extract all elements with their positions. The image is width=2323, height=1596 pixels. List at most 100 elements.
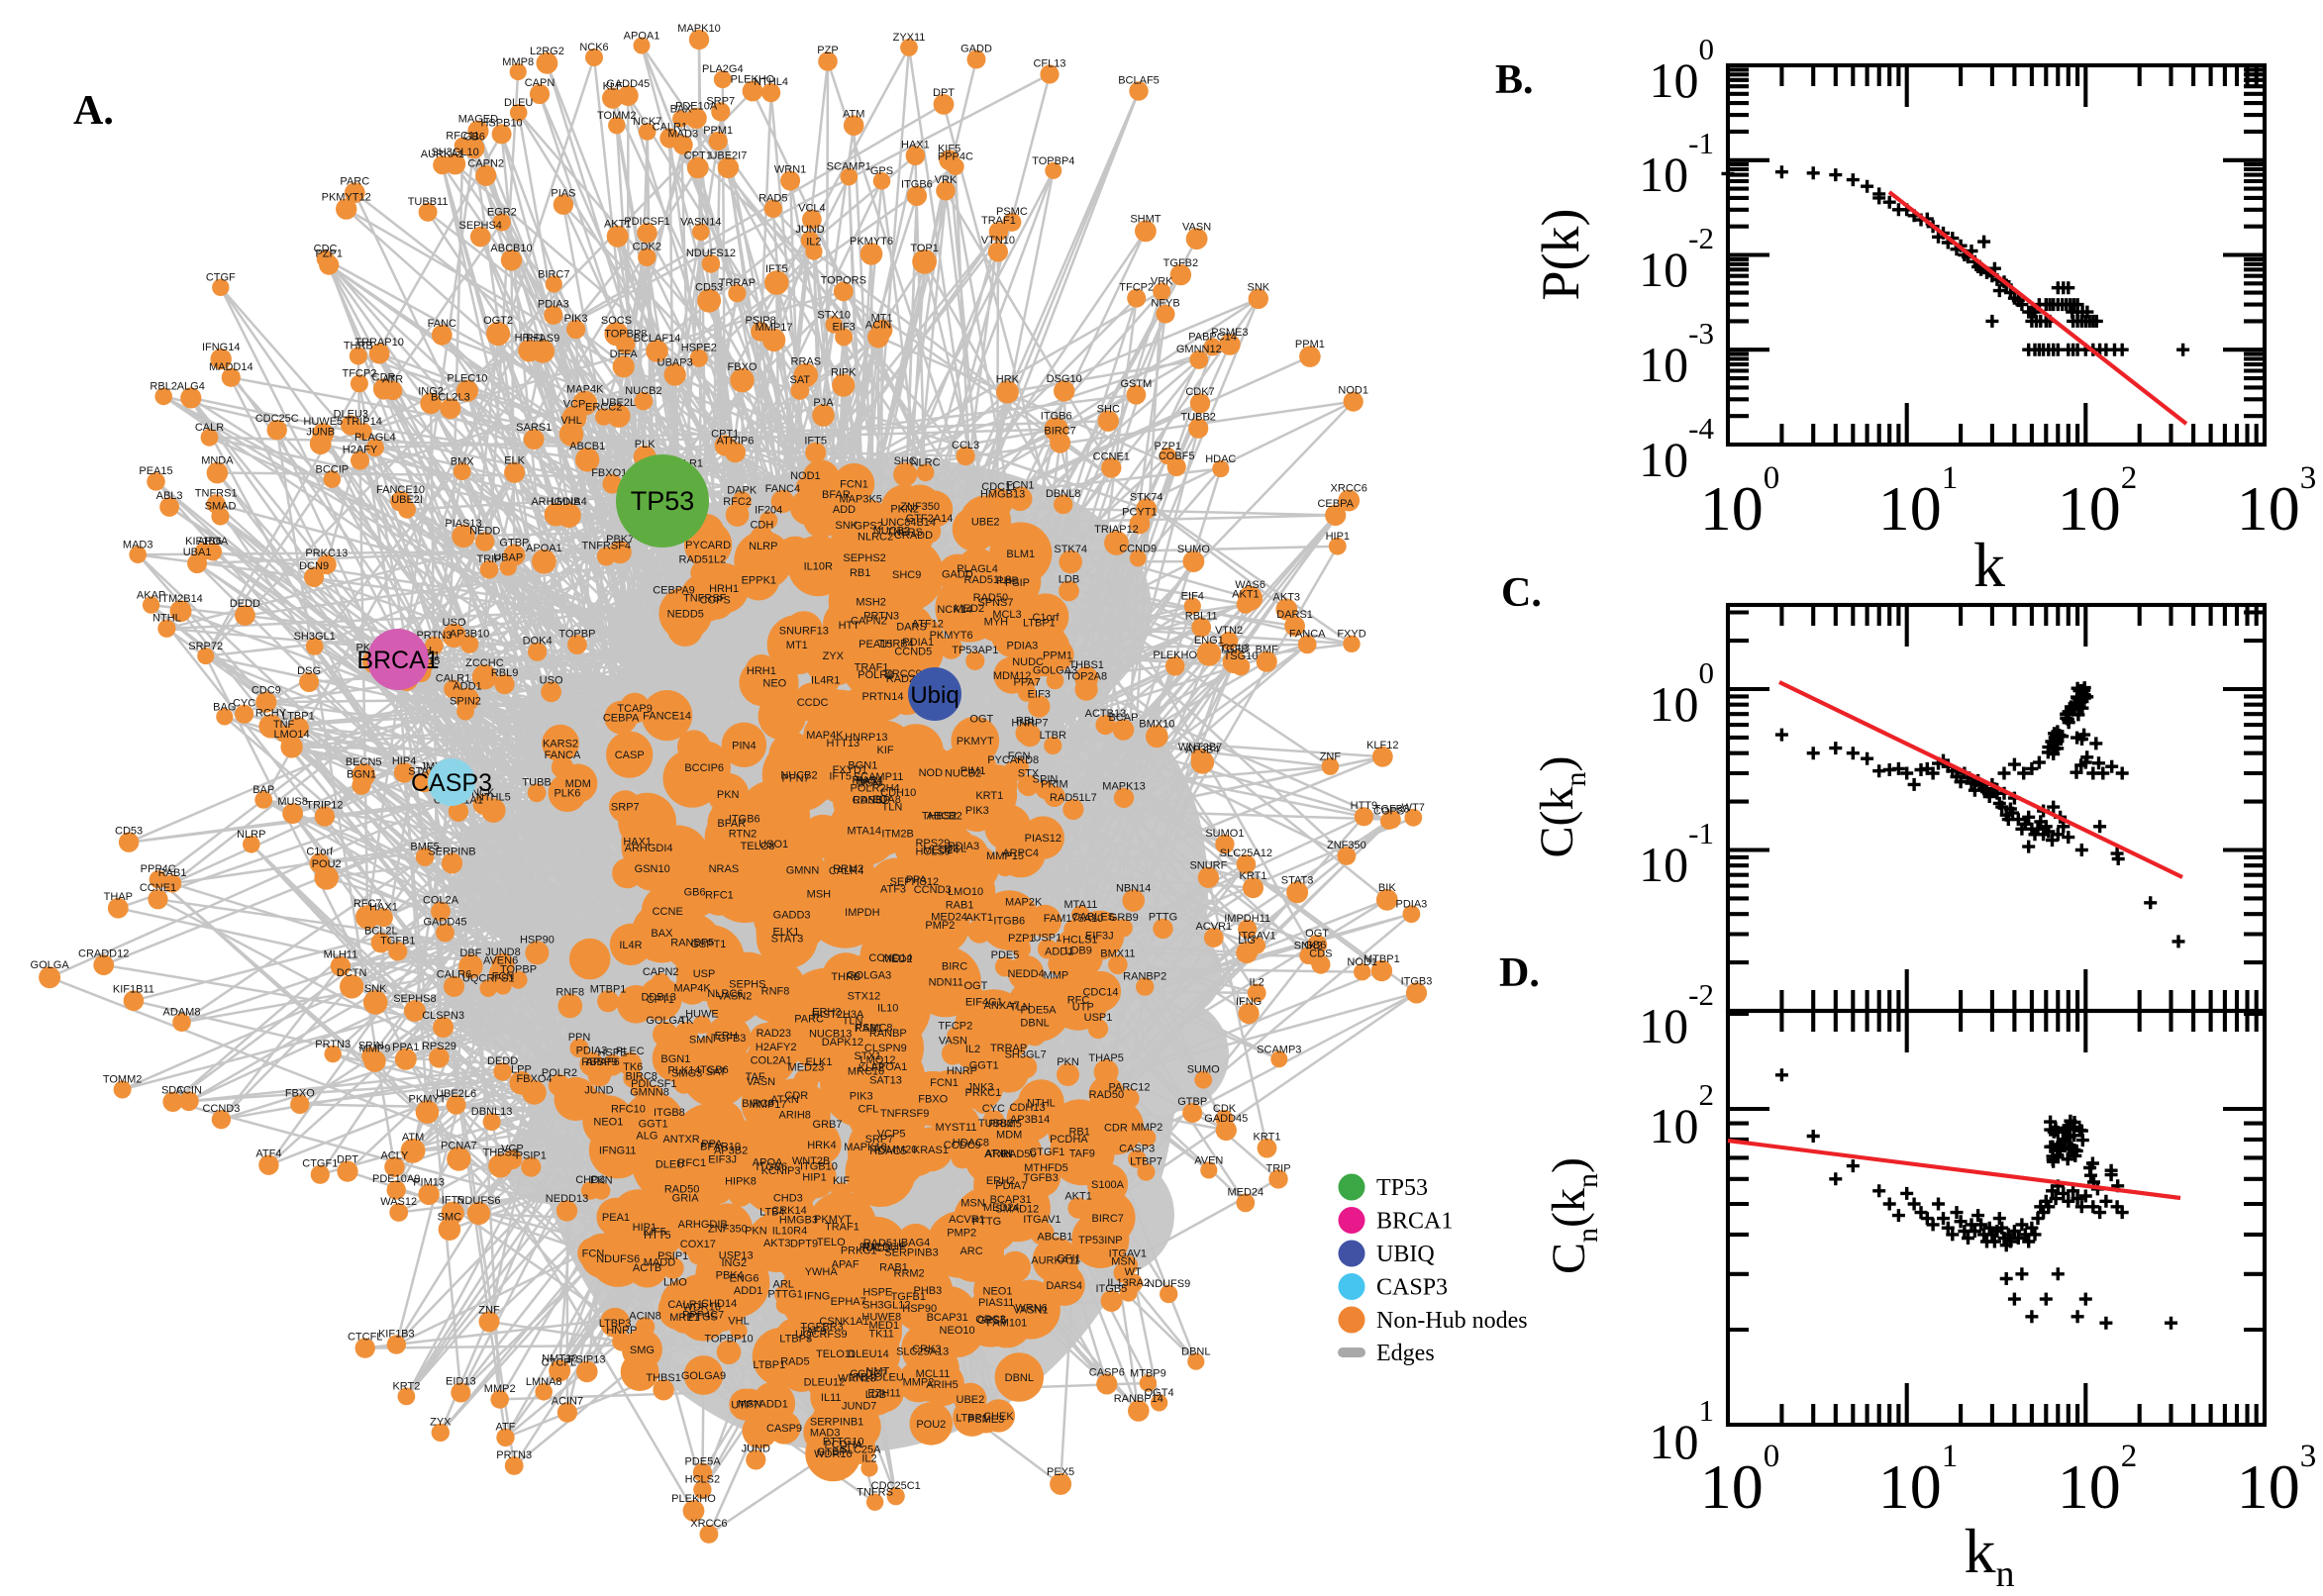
svg-text:IL10: IL10 <box>877 1003 898 1015</box>
svg-text:UBAP3: UBAP3 <box>657 356 693 368</box>
svg-text:AVEN: AVEN <box>1194 1154 1223 1166</box>
svg-text:ATF: ATF <box>496 1422 516 1434</box>
svg-text:FANCE10: FANCE10 <box>376 484 425 496</box>
svg-text:ADD1: ADD1 <box>759 1399 788 1411</box>
svg-text:ING2: ING2 <box>418 386 444 398</box>
svg-text:NTHL5: NTHL5 <box>476 791 511 803</box>
svg-text:UTP7: UTP7 <box>731 1400 758 1412</box>
svg-text:TP53: TP53 <box>1376 1175 1428 1201</box>
svg-text:ARIH5: ARIH5 <box>926 1379 958 1391</box>
svg-text:EIF3J: EIF3J <box>1085 931 1114 943</box>
svg-text:DAPK12: DAPK12 <box>822 1037 863 1048</box>
svg-text:SHC: SHC <box>1097 404 1120 416</box>
svg-text:RFC: RFC <box>1067 995 1090 1007</box>
svg-text:ELK: ELK <box>504 455 525 467</box>
svg-text:COBF5: COBF5 <box>1159 450 1195 462</box>
svg-text:XRCC6: XRCC6 <box>1331 483 1367 495</box>
svg-text:PDE10A: PDE10A <box>675 101 718 113</box>
svg-text:UQCRFS9: UQCRFS9 <box>795 1329 848 1341</box>
svg-text:SPIN: SPIN <box>358 1040 384 1051</box>
svg-text:IL2: IL2 <box>965 1044 980 1055</box>
svg-text:MADD: MADD <box>644 1256 675 1268</box>
svg-text:Edges: Edges <box>1376 1341 1435 1366</box>
svg-text:WDR16: WDR16 <box>814 1448 853 1460</box>
svg-text:PDIA3: PDIA3 <box>538 299 569 311</box>
svg-text:CPT1: CPT1 <box>684 150 712 162</box>
svg-text:ACLY: ACLY <box>380 1150 409 1162</box>
svg-text:RBL2: RBL2 <box>150 381 177 393</box>
svg-text:TRIP12: TRIP12 <box>306 799 343 811</box>
svg-text:ALG4: ALG4 <box>177 380 205 392</box>
svg-text:BIRC8: BIRC8 <box>625 1070 656 1082</box>
svg-text:VCL4: VCL4 <box>798 203 826 215</box>
svg-text:UBAP: UBAP <box>493 552 523 564</box>
svg-text:ITGB6: ITGB6 <box>901 179 933 191</box>
svg-text:SEPHS12: SEPHS12 <box>890 876 940 888</box>
svg-text:RANBP: RANBP <box>869 1028 907 1040</box>
svg-text:NDUFS9: NDUFS9 <box>1147 1278 1190 1290</box>
svg-text:DLEU: DLEU <box>656 1159 684 1171</box>
svg-text:H2AFY: H2AFY <box>343 445 378 456</box>
svg-text:ITGB6: ITGB6 <box>993 916 1025 928</box>
svg-text:AP3B10: AP3B10 <box>450 629 489 641</box>
svg-text:IFT5: IFT5 <box>442 1195 464 1207</box>
svg-text:TRAF1: TRAF1 <box>855 661 889 673</box>
svg-text:LMO: LMO <box>663 1277 687 1289</box>
svg-text:VASN: VASN <box>747 1076 775 1088</box>
svg-text:IF204: IF204 <box>755 504 782 516</box>
svg-text:RAD50: RAD50 <box>973 592 1008 604</box>
svg-text:HTT13: HTT13 <box>826 738 859 749</box>
svg-text:CD53: CD53 <box>695 282 723 294</box>
svg-text:SEPHS8: SEPHS8 <box>393 993 436 1005</box>
svg-text:MLH11: MLH11 <box>324 949 358 961</box>
svg-text:CCNE1: CCNE1 <box>1093 450 1130 462</box>
svg-text:CASP: CASP <box>615 749 645 761</box>
svg-text:ADD1: ADD1 <box>1045 946 1073 957</box>
svg-text:COPS: COPS <box>700 594 731 606</box>
svg-text:SERPINB3: SERPINB3 <box>884 1247 938 1259</box>
svg-text:PCNA7: PCNA7 <box>441 1140 477 1151</box>
svg-text:MSN: MSN <box>960 1197 985 1209</box>
svg-text:MT1: MT1 <box>786 640 808 651</box>
svg-text:CALR1: CALR1 <box>653 122 687 134</box>
svg-text:PSIP1: PSIP1 <box>657 1250 688 1262</box>
svg-text:PRTN14: PRTN14 <box>862 691 904 703</box>
svg-text:NEO1: NEO1 <box>593 1117 623 1129</box>
svg-text:PLAGL4: PLAGL4 <box>354 432 396 444</box>
svg-text:MTA14: MTA14 <box>847 825 881 837</box>
svg-text:H2AFY2: H2AFY2 <box>756 1042 797 1053</box>
svg-text:KLF2: KLF2 <box>858 1062 884 1074</box>
svg-text:RAD5: RAD5 <box>861 1243 890 1254</box>
svg-text:HSP90: HSP90 <box>520 934 555 946</box>
svg-text:GOLGA3: GOLGA3 <box>847 970 891 982</box>
svg-text:PDICSF1: PDICSF1 <box>624 216 669 228</box>
svg-text:C(kn): C(kn) <box>1531 756 1592 858</box>
svg-text:HNRP: HNRP <box>947 1065 977 1077</box>
svg-text:PPP4C: PPP4C <box>938 151 973 163</box>
svg-text:EIF4G1: EIF4G1 <box>965 996 1003 1008</box>
svg-text:DBNL: DBNL <box>1020 1018 1049 1030</box>
svg-text:NEO10: NEO10 <box>940 1325 975 1337</box>
svg-text:PHB3: PHB3 <box>914 1285 943 1297</box>
svg-text:NOD1: NOD1 <box>790 470 821 482</box>
svg-text:HTT5: HTT5 <box>644 1230 671 1242</box>
svg-text:FXYD1: FXYD1 <box>833 764 867 776</box>
svg-text:PKMYT12: PKMYT12 <box>322 191 371 203</box>
svg-text:GB6: GB6 <box>684 887 706 899</box>
svg-text:SUMO1: SUMO1 <box>1205 828 1244 840</box>
svg-text:ATF12: ATF12 <box>912 619 944 631</box>
svg-text:NBN14: NBN14 <box>1116 882 1151 894</box>
svg-text:SMN: SMN <box>689 1034 714 1046</box>
svg-text:PYCARD: PYCARD <box>685 540 731 551</box>
svg-text:RAD51L2: RAD51L2 <box>679 553 727 565</box>
svg-text:DEDD: DEDD <box>487 1055 518 1067</box>
svg-text:CDH: CDH <box>750 519 773 531</box>
svg-text:IMPDH: IMPDH <box>845 907 880 919</box>
svg-text:PLEKHO: PLEKHO <box>671 1493 716 1505</box>
svg-text:PZP1: PZP1 <box>1155 441 1182 452</box>
svg-text:GOLGA: GOLGA <box>31 959 70 971</box>
svg-text:MAP4K: MAP4K <box>673 982 711 994</box>
svg-text:PDIA3: PDIA3 <box>1007 640 1039 651</box>
svg-text:PKN2: PKN2 <box>890 503 919 515</box>
svg-text:KIF: KIF <box>833 1175 850 1187</box>
